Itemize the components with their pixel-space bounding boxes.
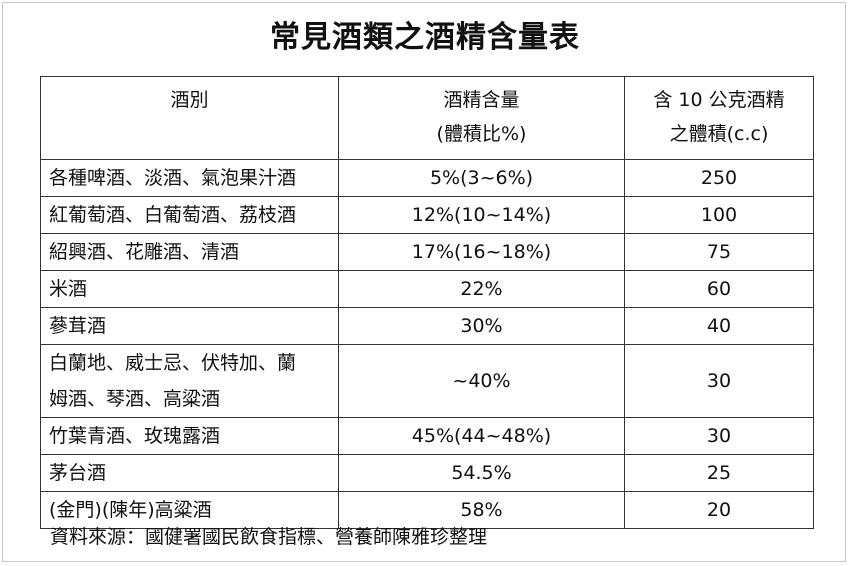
drink-name: 蔘茸酒 bbox=[40, 307, 339, 345]
header-alcohol-percent-line1: 酒精含量 bbox=[443, 89, 520, 111]
volume-value: 20 bbox=[624, 491, 814, 529]
volume-value: 60 bbox=[624, 270, 814, 308]
drink-name: 紹興酒、花雕酒、清酒 bbox=[40, 233, 339, 271]
alcohol-percent: 12%(10~14%) bbox=[338, 196, 625, 234]
drink-name: 米酒 bbox=[40, 270, 339, 308]
header-volume-line1: 含 10 公克酒精 bbox=[653, 89, 785, 111]
table-row: (金門)(陳年)高粱酒 58% 20 bbox=[40, 491, 814, 529]
volume-value: 250 bbox=[624, 159, 814, 197]
volume-value: 30 bbox=[624, 344, 814, 418]
table-row: 竹葉青酒、玫瑰露酒 45%(44~48%) 30 bbox=[40, 417, 814, 455]
drink-name-line1: 白蘭地、威士忌、伏特加、蘭 bbox=[49, 352, 297, 374]
drink-name: (金門)(陳年)高粱酒 bbox=[40, 491, 339, 529]
drink-name: 各種啤酒、淡酒、氣泡果汁酒 bbox=[40, 159, 339, 197]
page-title: 常見酒類之酒精含量表 bbox=[270, 20, 580, 55]
header-volume-line2: 之體積(c.c) bbox=[669, 123, 769, 145]
header-alcohol-percent-line2: (體積比%) bbox=[436, 123, 527, 145]
alcohol-content-table: 酒別 酒精含量 (體積比%) 含 10 公克酒精 之體積(c.c) 各種啤酒、淡… bbox=[40, 76, 814, 529]
table-row: 米酒 22% 60 bbox=[40, 270, 814, 308]
volume-value: 30 bbox=[624, 417, 814, 455]
volume-value: 75 bbox=[624, 233, 814, 271]
alcohol-percent: 58% bbox=[338, 491, 625, 529]
volume-value: 40 bbox=[624, 307, 814, 345]
drink-name-line2: 姆酒、琴酒、高粱酒 bbox=[49, 388, 221, 410]
header-volume: 含 10 公克酒精 之體積(c.c) bbox=[624, 76, 814, 160]
table-header-row: 酒別 酒精含量 (體積比%) 含 10 公克酒精 之體積(c.c) bbox=[40, 76, 814, 160]
table-row: 紹興酒、花雕酒、清酒 17%(16~18%) 75 bbox=[40, 233, 814, 271]
drink-name: 竹葉青酒、玫瑰露酒 bbox=[40, 417, 339, 455]
alcohol-percent: 54.5% bbox=[338, 454, 625, 492]
table-row: 蔘茸酒 30% 40 bbox=[40, 307, 814, 345]
header-drink-type: 酒別 bbox=[40, 76, 339, 160]
table-row: 白蘭地、威士忌、伏特加、蘭 姆酒、琴酒、高粱酒 ~40% 30 bbox=[40, 344, 814, 418]
table-row: 各種啤酒、淡酒、氣泡果汁酒 5%(3~6%) 250 bbox=[40, 159, 814, 197]
alcohol-percent: 22% bbox=[338, 270, 625, 308]
drink-name: 白蘭地、威士忌、伏特加、蘭 姆酒、琴酒、高粱酒 bbox=[40, 344, 339, 418]
volume-value: 100 bbox=[624, 196, 814, 234]
alcohol-percent: 30% bbox=[338, 307, 625, 345]
drink-name: 紅葡萄酒、白葡萄酒、荔枝酒 bbox=[40, 196, 339, 234]
table-row: 茅台酒 54.5% 25 bbox=[40, 454, 814, 492]
alcohol-percent: 45%(44~48%) bbox=[338, 417, 625, 455]
alcohol-percent: 5%(3~6%) bbox=[338, 159, 625, 197]
table-row: 紅葡萄酒、白葡萄酒、荔枝酒 12%(10~14%) 100 bbox=[40, 196, 814, 234]
alcohol-percent: 17%(16~18%) bbox=[338, 233, 625, 271]
volume-value: 25 bbox=[624, 454, 814, 492]
drink-name: 茅台酒 bbox=[40, 454, 339, 492]
source-footnote: 資料來源：國健署國民飲食指標、營養師陳雅珍整理 bbox=[50, 526, 488, 548]
alcohol-percent: ~40% bbox=[338, 344, 625, 418]
header-alcohol-percent: 酒精含量 (體積比%) bbox=[338, 76, 625, 160]
